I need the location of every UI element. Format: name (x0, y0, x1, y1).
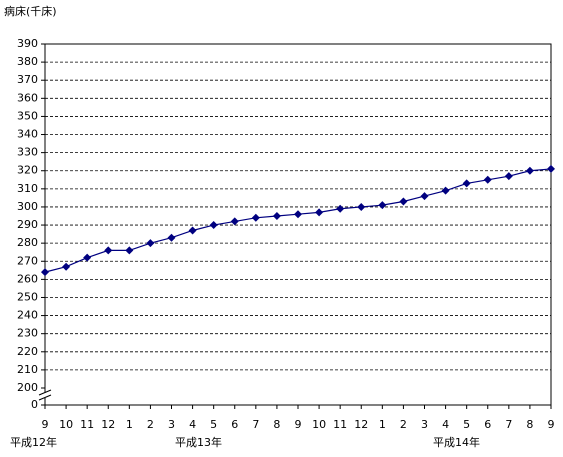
y-tick-label: 280 (17, 236, 38, 249)
marker (230, 217, 239, 226)
x-tick-label: 2 (400, 418, 407, 431)
y-tick-label: 200 (17, 381, 38, 394)
x-tick-label: 1 (379, 418, 386, 431)
x-tick-label: 7 (252, 418, 259, 431)
marker (209, 221, 218, 230)
x-tick-label: 9 (42, 418, 49, 431)
marker (62, 262, 71, 271)
marker (104, 246, 113, 255)
marker (399, 197, 408, 206)
marker (294, 210, 302, 219)
x-tick-label: 3 (168, 418, 175, 431)
marker (504, 172, 513, 181)
y-axis-label: 病床(千床) (4, 4, 57, 18)
x-tick-label: 2 (147, 418, 154, 431)
marker (441, 186, 450, 195)
marker (378, 201, 387, 210)
y-tick-label: 380 (17, 55, 38, 68)
y-tick-label: 350 (17, 109, 38, 122)
y-tick-label: 220 (17, 345, 38, 358)
y-tick-label: 370 (17, 73, 38, 86)
x-tick-label: 12 (101, 418, 115, 431)
y-tick-label: 390 (17, 37, 38, 50)
marker (125, 246, 134, 255)
marker (167, 233, 176, 242)
marker (41, 268, 49, 277)
axis-break-gap (39, 393, 51, 398)
x-tick-label: 5 (463, 418, 470, 431)
marker (83, 253, 92, 262)
marker (272, 212, 281, 220)
marker (336, 204, 345, 213)
y-tick-label: 360 (17, 91, 38, 104)
y-tick-label: 330 (17, 146, 38, 159)
y-tick-label: 230 (17, 327, 38, 340)
axis-break (38, 389, 52, 396)
line (44, 168, 552, 273)
x-tick-label: 4 (189, 418, 196, 431)
y-tick-label: 340 (17, 128, 38, 141)
x-tick-label: 7 (505, 418, 512, 431)
x-tick-label: 11 (333, 418, 347, 431)
y-tick-label: 290 (17, 218, 38, 231)
x-tick-label: 8 (273, 418, 280, 431)
x-tick-label: 1 (126, 418, 133, 431)
marker (251, 213, 260, 222)
x-tick-label: 3 (421, 418, 428, 431)
marker (547, 164, 555, 173)
x-tick-label: 4 (442, 418, 449, 431)
marker (315, 208, 324, 217)
x-tick-label: 10 (312, 418, 326, 431)
x-group-label: 平成13年 (175, 435, 222, 449)
y-tick-label: 270 (17, 254, 38, 267)
y-tick-label: 0 (31, 398, 38, 411)
x-group-label: 平成14年 (433, 435, 480, 449)
x-group-label: 平成12年 (10, 435, 57, 449)
x-tick-label: 10 (59, 418, 73, 431)
x-tick-label: 9 (548, 418, 555, 431)
x-tick-label: 12 (354, 418, 368, 431)
x-tick-label: 9 (295, 418, 302, 431)
marker (525, 166, 534, 175)
marker (146, 239, 155, 248)
y-tick-label: 260 (17, 272, 38, 285)
y-tick-label: 300 (17, 200, 38, 213)
marker (420, 192, 429, 201)
x-tick-label: 5 (210, 418, 217, 431)
y-tick-label: 240 (17, 309, 38, 322)
y-tick-label: 310 (17, 182, 38, 195)
y-tick-label: 320 (17, 164, 38, 177)
y-tick-label: 210 (17, 363, 38, 376)
y-tick-label: 250 (17, 290, 38, 303)
x-tick-label: 6 (484, 418, 491, 431)
marker (462, 179, 471, 188)
x-tick-label: 6 (231, 418, 238, 431)
marker (483, 175, 492, 184)
marker (357, 202, 366, 211)
x-tick-label: 8 (526, 418, 533, 431)
axis-break (38, 394, 52, 401)
marker (188, 226, 197, 235)
x-tick-label: 11 (80, 418, 94, 431)
